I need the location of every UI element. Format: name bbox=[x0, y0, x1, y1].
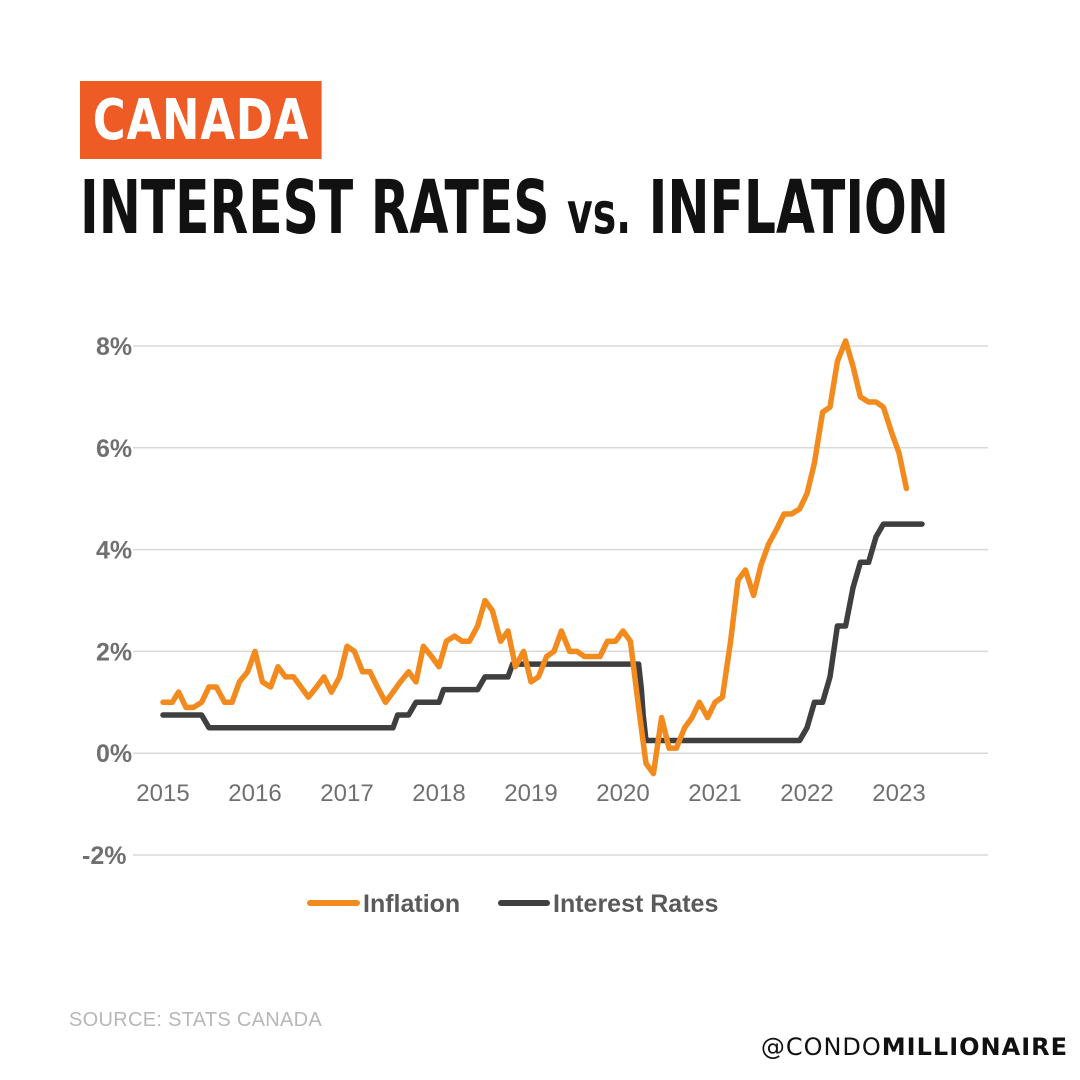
x-tick-label: 2015 bbox=[136, 780, 189, 807]
series-layer bbox=[160, 338, 925, 777]
x-tick-label: 2020 bbox=[596, 780, 649, 807]
y-tick-label: -2% bbox=[82, 842, 126, 870]
y-tick-label: 0% bbox=[96, 740, 132, 768]
x-tick-label: 2018 bbox=[412, 780, 465, 807]
x-tick-label: 2017 bbox=[320, 780, 373, 807]
legend-label-inflation: Inflation bbox=[363, 890, 460, 918]
legend: Inflation Interest Rates bbox=[307, 890, 718, 918]
y-axis-ticks: 8% 6% 4% 2% 0% -2% bbox=[82, 333, 132, 870]
country-tag: CANADA bbox=[80, 81, 322, 159]
source-note: SOURCE: STATS CANADA bbox=[69, 1009, 323, 1031]
x-tick-label: 2019 bbox=[504, 780, 557, 807]
x-tick-label: 2021 bbox=[688, 780, 741, 807]
x-tick-label: 2022 bbox=[780, 780, 833, 807]
handle-prefix: @CONDO bbox=[760, 1033, 882, 1061]
grid-layer bbox=[133, 345, 988, 856]
x-tick-label: 2016 bbox=[228, 780, 281, 807]
title-part2: INFLATION bbox=[631, 165, 949, 251]
page-title: INTEREST RATES vs. INFLATION bbox=[80, 168, 949, 253]
series-line-inflation bbox=[160, 338, 910, 777]
y-tick-label: 2% bbox=[96, 638, 132, 666]
y-tick-label: 6% bbox=[96, 435, 132, 463]
brand-handle: @CONDOMILLIONAIRE bbox=[761, 1033, 1068, 1061]
title-part1: INTEREST RATES bbox=[80, 165, 567, 251]
series-line-interest-rates bbox=[160, 521, 925, 744]
handle-suffix: MILLIONAIRE bbox=[881, 1033, 1068, 1061]
y-tick-label: 8% bbox=[96, 333, 132, 361]
title-vs: vs. bbox=[566, 179, 632, 247]
y-tick-label: 4% bbox=[96, 537, 132, 565]
legend-label-interest-rates: Interest Rates bbox=[553, 890, 718, 918]
x-axis-ticks: 2015 2016 2017 2018 2019 2020 2021 2022 2023 bbox=[136, 780, 925, 807]
x-tick-label: 2023 bbox=[872, 780, 925, 807]
